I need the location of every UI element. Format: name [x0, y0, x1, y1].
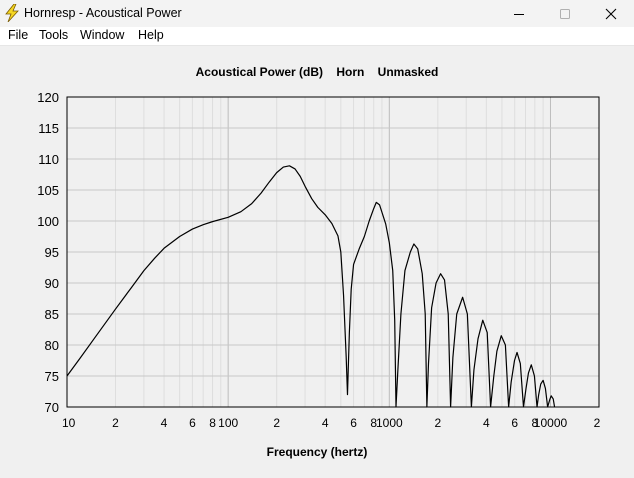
- x-tick-label: 6: [511, 416, 518, 430]
- acoustical-power-chart: Acoustical Power (dB) Horn Unmasked 120 1…: [37, 65, 601, 459]
- x-tick-label: 4: [161, 416, 168, 430]
- y-tick-label: 90: [45, 276, 59, 291]
- x-tick-label: 6: [350, 416, 357, 430]
- minimize-button[interactable]: [496, 0, 542, 27]
- y-tick-label: 110: [38, 152, 59, 167]
- close-button[interactable]: [588, 0, 634, 27]
- y-tick-label: 95: [45, 245, 59, 260]
- x-tick-label: 8: [532, 416, 539, 430]
- y-tick-label: 120: [37, 90, 59, 105]
- y-tick-label: 105: [37, 183, 59, 198]
- x-tick-label: 100: [218, 416, 238, 430]
- x-tick-label: 2: [273, 416, 280, 430]
- close-icon: [605, 8, 617, 20]
- menu-help[interactable]: Help: [138, 28, 164, 42]
- x-tick-label: 10: [62, 416, 76, 430]
- x-tick-label: 1000: [376, 416, 403, 430]
- x-tick-label: 10000: [534, 416, 568, 430]
- chart-panel: Acoustical Power (dB) Horn Unmasked 120 1…: [0, 46, 634, 478]
- x-tick-label: 6: [189, 416, 196, 430]
- x-tick-label: 8: [370, 416, 377, 430]
- y-tick-label: 100: [37, 214, 59, 229]
- x-tick-label: 2: [434, 416, 441, 430]
- maximize-icon: [559, 8, 571, 20]
- x-tick-label: 2: [594, 416, 601, 430]
- y-tick-label: 80: [45, 338, 59, 353]
- power-response-line: [66, 165, 556, 408]
- menu-bar: File Tools Window Help: [0, 27, 634, 46]
- minimize-icon: [513, 8, 525, 20]
- x-tick-label: 2: [112, 416, 119, 430]
- chart-title: Acoustical Power (dB) Horn Unmasked: [196, 65, 439, 79]
- plot-frame: [66, 96, 600, 408]
- menu-tools[interactable]: Tools: [39, 28, 69, 42]
- x-tick-label: 8: [209, 416, 216, 430]
- y-tick-label: 70: [45, 400, 59, 415]
- x-tick-label: 4: [322, 416, 329, 430]
- y-tick-label: 85: [45, 307, 59, 322]
- x-tick-label: 4: [483, 416, 490, 430]
- y-tick-label: 115: [38, 121, 59, 136]
- x-axis-label: Frequency (hertz): [267, 445, 368, 459]
- maximize-button[interactable]: [542, 0, 588, 27]
- lightning-bolt-icon: [4, 3, 20, 23]
- window-title: Hornresp - Acoustical Power: [24, 6, 182, 20]
- menu-file[interactable]: File: [8, 28, 29, 42]
- menu-window[interactable]: Window: [80, 28, 125, 42]
- y-tick-label: 75: [45, 369, 59, 384]
- title-bar: Hornresp - Acoustical Power: [0, 0, 634, 27]
